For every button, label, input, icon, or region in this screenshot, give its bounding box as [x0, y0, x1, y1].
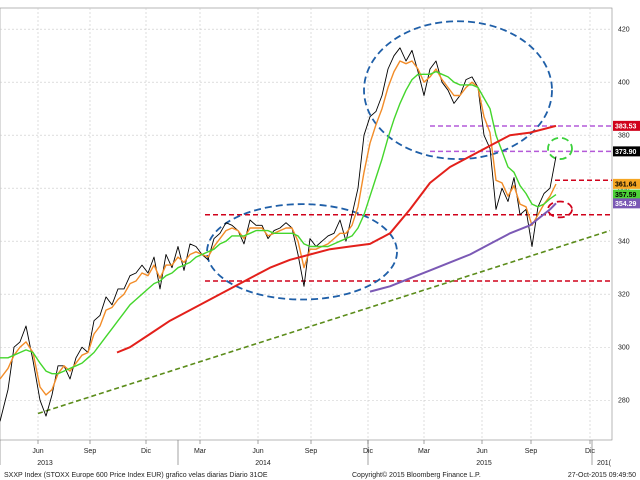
x-tick-label: Sep	[525, 448, 538, 455]
price-label-box	[613, 146, 640, 157]
annotation-ellipse	[547, 200, 573, 219]
price-label-text: 361.64	[615, 181, 637, 188]
y-tick-label: 300	[618, 345, 630, 352]
year-label: 2013	[37, 460, 53, 467]
year-label: 2015	[476, 460, 492, 467]
grid-layer	[0, 7, 613, 441]
series-ma-medium	[0, 70, 557, 375]
x-tick-label: Dic	[585, 448, 596, 455]
x-tick-label: Jun	[252, 448, 263, 455]
y-tick-label: 360	[618, 186, 630, 193]
price-label-layer: 383.53 373.90 361.64 357.59 354.29	[613, 120, 640, 209]
y-tick-label: 420	[618, 27, 630, 34]
x-tick-label: Mar	[418, 448, 431, 455]
y-tick-label: 320	[618, 292, 630, 299]
price-label-text: 357.59	[615, 192, 637, 199]
y-tick-label: 400	[618, 80, 630, 87]
price-label-box	[613, 178, 640, 189]
plot-frame	[0, 7, 613, 441]
series-layer	[0, 47, 557, 422]
series-ma-fast	[0, 60, 557, 396]
y-tick-label: 280	[618, 398, 630, 405]
x-tick-label: Sep	[84, 448, 97, 455]
trendline	[37, 229, 611, 415]
series-ma-200	[116, 124, 557, 354]
x-tick-label: Dic	[141, 448, 152, 455]
price-label: 357.59	[613, 189, 640, 200]
price-label: 354.29	[613, 198, 640, 209]
y-tick-label: 340	[618, 239, 630, 246]
x-tick-label: Jun	[32, 448, 43, 455]
x-tick-label: Jun	[476, 448, 487, 455]
price-label-text: 354.29	[615, 201, 637, 208]
year-label: 201(	[597, 460, 612, 467]
timestamp-text: 27-Oct-2015 09:49:50	[568, 472, 636, 479]
annotation-ellipse	[547, 136, 573, 160]
price-label-box	[613, 198, 640, 209]
x-tick-label: Mar	[194, 448, 207, 455]
x-tick-label: Sep	[305, 448, 318, 455]
annotation-ellipse	[206, 203, 398, 301]
price-label: 383.53	[613, 120, 640, 131]
price-label: 361.64	[613, 178, 640, 189]
price-label-box	[613, 189, 640, 200]
y-tick-label: 380	[618, 133, 630, 140]
axis-layer: 280 300 320 340 360 380 400 420 Jun Sep Dic Mar Jun S…	[0, 27, 630, 467]
chart-title: SXXP Index (STOXX Europe 600 Price Index…	[4, 472, 268, 479]
price-label: 373.90	[613, 146, 640, 157]
year-label: 2014	[255, 460, 271, 467]
annotation-layer	[37, 20, 612, 415]
annotation-ellipse	[363, 20, 553, 160]
price-label-text: 383.53	[615, 123, 637, 130]
price-label-text: 373.90	[615, 149, 637, 156]
copyright-text: Copyright© 2015 Bloomberg Finance L.P.	[352, 471, 481, 479]
price-label-box	[613, 120, 640, 131]
series-ma-long	[369, 202, 557, 293]
